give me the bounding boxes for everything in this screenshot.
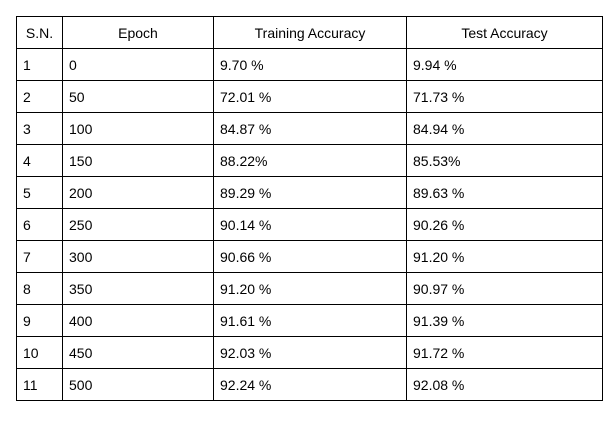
cell-epoch: 150	[62, 144, 214, 177]
cell-test-accuracy: 91.20 %	[406, 240, 603, 273]
cell-epoch: 100	[62, 112, 214, 145]
table-row: 7 300 90.66 % 91.20 %	[16, 240, 603, 273]
cell-sn: 6	[16, 208, 63, 241]
header-epoch: Epoch	[62, 16, 214, 49]
header-sn: S.N.	[16, 16, 63, 49]
cell-training-accuracy: 90.14 %	[213, 208, 407, 241]
cell-epoch: 0	[62, 48, 214, 81]
cell-sn: 9	[16, 304, 63, 337]
cell-epoch: 50	[62, 80, 214, 113]
cell-sn: 1	[16, 48, 63, 81]
accuracy-table: S.N. Epoch Training Accuracy Test Accura…	[16, 16, 603, 401]
table-row: 9 400 91.61 % 91.39 %	[16, 304, 603, 337]
cell-training-accuracy: 72.01 %	[213, 80, 407, 113]
cell-training-accuracy: 90.66 %	[213, 240, 407, 273]
table-row: 6 250 90.14 % 90.26 %	[16, 208, 603, 241]
cell-epoch: 250	[62, 208, 214, 241]
cell-sn: 3	[16, 112, 63, 145]
cell-training-accuracy: 91.20 %	[213, 272, 407, 305]
cell-test-accuracy: 84.94 %	[406, 112, 603, 145]
table-row: 1 0 9.70 % 9.94 %	[16, 48, 603, 81]
cell-sn: 4	[16, 144, 63, 177]
cell-test-accuracy: 90.97 %	[406, 272, 603, 305]
cell-test-accuracy: 92.08 %	[406, 368, 603, 401]
cell-epoch: 200	[62, 176, 214, 209]
cell-epoch: 400	[62, 304, 214, 337]
cell-test-accuracy: 91.72 %	[406, 336, 603, 369]
table-row: 2 50 72.01 % 71.73 %	[16, 80, 603, 113]
cell-sn: 7	[16, 240, 63, 273]
cell-sn: 5	[16, 176, 63, 209]
cell-test-accuracy: 9.94 %	[406, 48, 603, 81]
cell-training-accuracy: 92.24 %	[213, 368, 407, 401]
cell-epoch: 500	[62, 368, 214, 401]
cell-test-accuracy: 71.73 %	[406, 80, 603, 113]
cell-epoch: 450	[62, 336, 214, 369]
cell-training-accuracy: 9.70 %	[213, 48, 407, 81]
cell-training-accuracy: 84.87 %	[213, 112, 407, 145]
table-row: 8 350 91.20 % 90.97 %	[16, 272, 603, 305]
cell-test-accuracy: 91.39 %	[406, 304, 603, 337]
cell-training-accuracy: 89.29 %	[213, 176, 407, 209]
cell-epoch: 350	[62, 272, 214, 305]
table-row: 4 150 88.22% 85.53%	[16, 144, 603, 177]
cell-test-accuracy: 90.26 %	[406, 208, 603, 241]
table-row: 5 200 89.29 % 89.63 %	[16, 176, 603, 209]
header-row: S.N. Epoch Training Accuracy Test Accura…	[16, 16, 603, 49]
cell-epoch: 300	[62, 240, 214, 273]
table-row: 10 450 92.03 % 91.72 %	[16, 336, 603, 369]
cell-sn: 8	[16, 272, 63, 305]
header-training-accuracy: Training Accuracy	[213, 16, 407, 49]
cell-sn: 11	[16, 368, 63, 401]
cell-training-accuracy: 91.61 %	[213, 304, 407, 337]
table-row: 11 500 92.24 % 92.08 %	[16, 368, 603, 401]
cell-test-accuracy: 89.63 %	[406, 176, 603, 209]
cell-test-accuracy: 85.53%	[406, 144, 603, 177]
table-header: S.N. Epoch Training Accuracy Test Accura…	[16, 16, 603, 49]
cell-sn: 2	[16, 80, 63, 113]
table-body: 1 0 9.70 % 9.94 % 2 50 72.01 % 71.73 % 3 100 84.87…	[16, 48, 603, 401]
header-test-accuracy: Test Accuracy	[406, 16, 603, 49]
table-row: 3 100 84.87 % 84.94 %	[16, 112, 603, 145]
cell-training-accuracy: 88.22%	[213, 144, 407, 177]
cell-sn: 10	[16, 336, 63, 369]
cell-training-accuracy: 92.03 %	[213, 336, 407, 369]
